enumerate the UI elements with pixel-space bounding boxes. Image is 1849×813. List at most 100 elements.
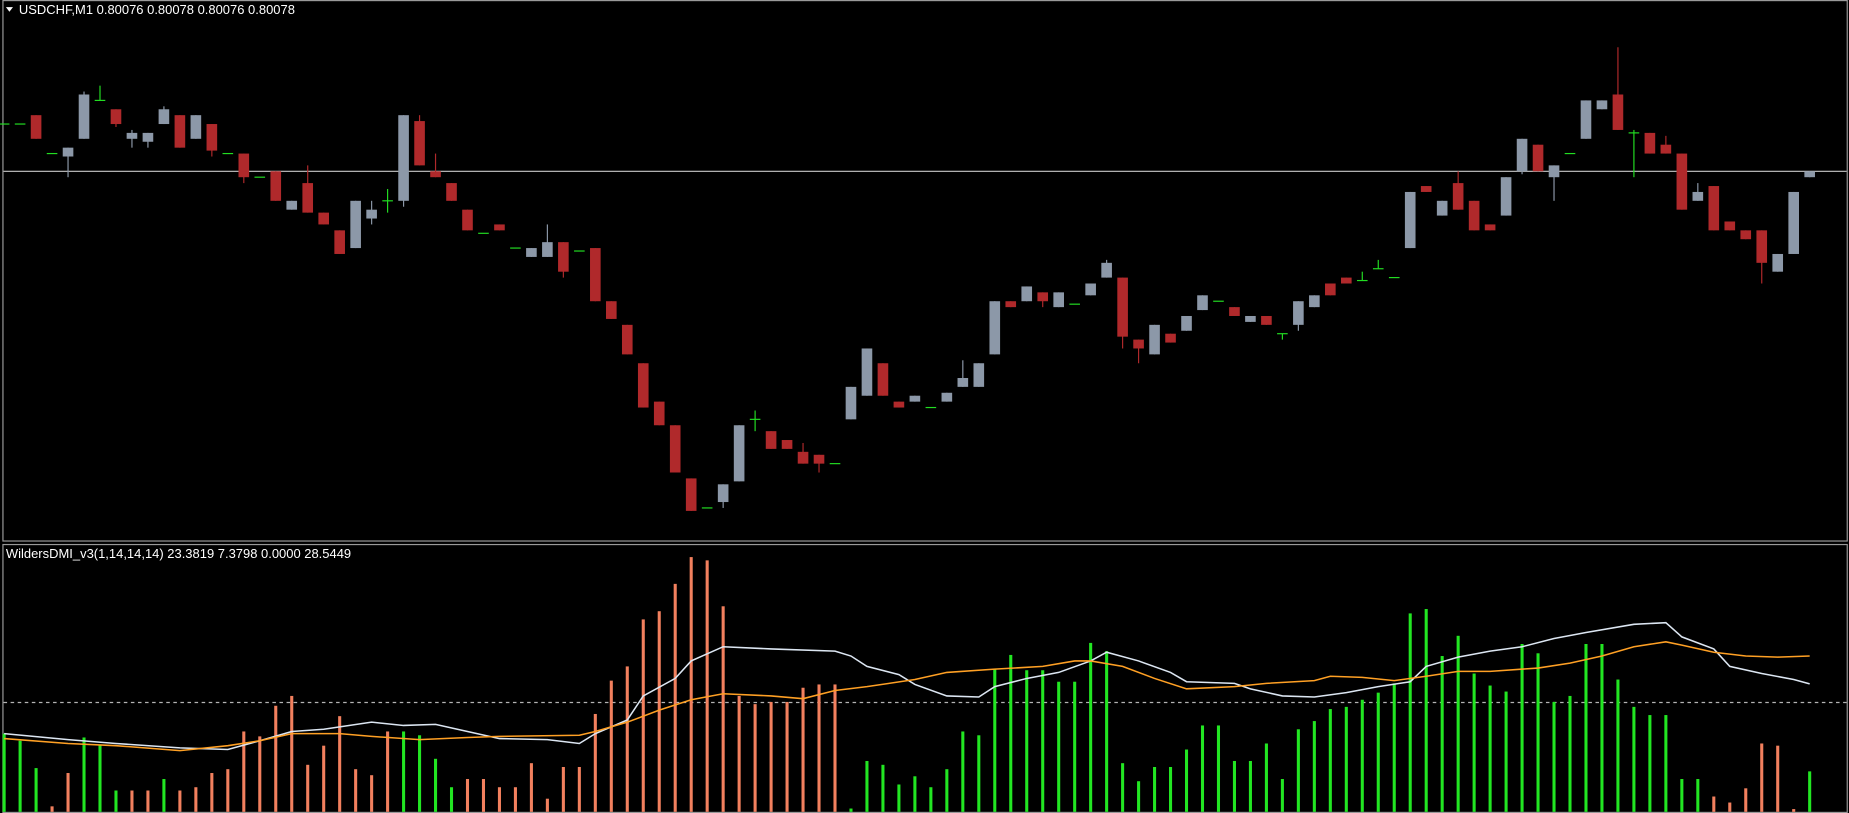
candle-body xyxy=(1660,144,1672,154)
candle-body xyxy=(30,115,42,139)
candle-body xyxy=(1261,315,1272,325)
histogram-bar xyxy=(1776,745,1780,812)
histogram-bar xyxy=(705,560,709,812)
candle-body xyxy=(941,392,953,402)
histogram-bar xyxy=(1073,681,1077,812)
candle-body xyxy=(270,171,282,201)
candle-body xyxy=(1740,230,1752,240)
histogram-bar xyxy=(657,611,661,812)
histogram-bar xyxy=(2,733,6,812)
histogram-bar xyxy=(1232,760,1236,812)
candle-body xyxy=(1053,292,1065,308)
candle-body xyxy=(238,153,250,178)
candle-body xyxy=(1117,277,1128,337)
histogram-bar xyxy=(1009,654,1013,812)
candle-body xyxy=(1197,295,1208,311)
histogram-bar xyxy=(1344,706,1348,812)
candle-body xyxy=(733,425,745,482)
candle-body xyxy=(1708,186,1720,231)
candle-body xyxy=(590,248,601,302)
histogram-bar xyxy=(897,784,901,812)
histogram-bar xyxy=(1169,766,1173,812)
candle-body xyxy=(1500,177,1512,216)
candle-body xyxy=(1612,94,1624,130)
histogram-bar xyxy=(721,606,725,812)
candle-body xyxy=(1788,191,1800,254)
histogram-bar xyxy=(801,687,805,812)
indicator-line xyxy=(4,641,1810,752)
histogram-bar xyxy=(1664,715,1668,812)
candle-body xyxy=(1516,138,1528,172)
histogram-bar xyxy=(66,773,70,812)
histogram-bar xyxy=(593,713,597,812)
candle-body xyxy=(542,242,553,257)
histogram-bar xyxy=(1584,644,1588,812)
candle-body xyxy=(318,212,329,225)
candle-body xyxy=(669,425,681,473)
histogram-bar xyxy=(881,764,885,812)
histogram-bar xyxy=(178,790,182,812)
histogram-bar xyxy=(226,769,230,812)
histogram-bar xyxy=(673,583,677,812)
histogram-bar xyxy=(1328,709,1332,812)
candle-body xyxy=(462,209,473,231)
candle-body xyxy=(1724,221,1736,231)
candle-body xyxy=(1005,301,1017,308)
histogram-bar xyxy=(1456,635,1460,812)
candle-body xyxy=(142,132,154,142)
histogram-bar xyxy=(1728,802,1732,812)
histogram-bar xyxy=(1600,644,1604,812)
histogram-bar xyxy=(865,760,869,812)
histogram-bar xyxy=(465,779,470,812)
histogram-bar xyxy=(753,704,757,812)
histogram-bar xyxy=(1552,701,1556,812)
histogram-bar xyxy=(449,787,454,812)
candle-body xyxy=(1676,153,1688,210)
symbol-menu-arrow[interactable] xyxy=(5,7,13,12)
candle-body xyxy=(366,209,377,219)
histogram-bar xyxy=(1712,796,1716,812)
histogram-bar xyxy=(1424,609,1428,812)
histogram-bar xyxy=(1280,779,1284,812)
candle-body xyxy=(558,242,569,272)
price-header: USDCHF,M1 0.80076 0.80078 0.80076 0.8007… xyxy=(19,2,295,17)
histogram-bar xyxy=(354,769,358,812)
histogram-bar xyxy=(1121,763,1125,812)
candle-body xyxy=(1484,224,1496,231)
histogram-bar xyxy=(370,775,374,812)
candle-body xyxy=(957,378,969,387)
candle-body xyxy=(1229,307,1240,316)
candle-body xyxy=(190,115,202,139)
candle-body xyxy=(158,109,170,125)
histogram-bar xyxy=(625,666,629,812)
candle-body xyxy=(206,124,218,151)
histogram-bar xyxy=(1360,699,1364,812)
histogram-bar xyxy=(34,768,38,812)
candle-body xyxy=(685,478,697,511)
histogram-bar xyxy=(689,557,693,812)
histogram-bar xyxy=(210,773,214,812)
candle-body xyxy=(446,183,457,201)
histogram-bar xyxy=(785,701,789,812)
histogram-bar xyxy=(481,779,486,812)
histogram-bar xyxy=(913,776,917,812)
candle-body xyxy=(1436,200,1448,216)
candle-body xyxy=(398,115,409,201)
histogram-bar xyxy=(993,669,997,812)
histogram-bar xyxy=(497,787,501,812)
candle-body xyxy=(430,171,441,178)
histogram-bar xyxy=(1105,651,1109,812)
candle-body xyxy=(1804,171,1815,178)
histogram-bar xyxy=(434,758,438,812)
histogram-bar xyxy=(1153,766,1157,812)
histogram-bar xyxy=(1696,779,1700,812)
histogram-bar xyxy=(1744,788,1748,812)
candle-body xyxy=(1468,200,1480,231)
histogram-bar xyxy=(1760,743,1764,812)
candle-body xyxy=(1404,191,1416,249)
candle-body xyxy=(1085,283,1096,296)
histogram-bar xyxy=(609,680,613,812)
histogram-bar xyxy=(130,790,134,812)
